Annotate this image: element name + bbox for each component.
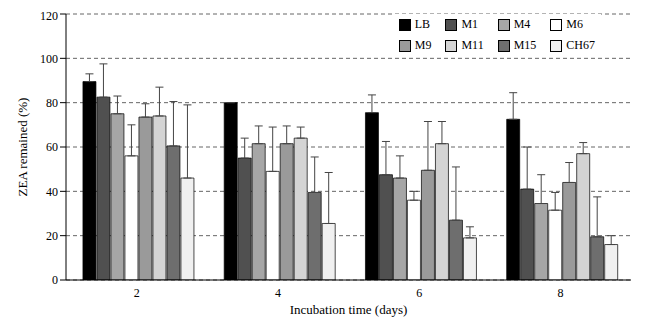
svg-text:60: 60 — [46, 140, 58, 154]
svg-text:20: 20 — [46, 229, 58, 243]
html-text:LB: LB — [414, 17, 431, 31]
html-text:M15: M15 — [513, 38, 537, 52]
html-text:CH67: CH67 — [566, 38, 595, 52]
svg-text:0: 0 — [52, 273, 58, 287]
svg-text:40: 40 — [46, 185, 58, 199]
svg-text:6: 6 — [416, 286, 422, 300]
html-text:M9: M9 — [414, 38, 432, 52]
svg-text:8: 8 — [557, 286, 563, 300]
svg-text:2: 2 — [134, 286, 140, 300]
svg-text:120: 120 — [40, 9, 58, 23]
svg-text:Incubation time (days): Incubation time (days) — [290, 302, 408, 317]
html-text:M1: M1 — [461, 17, 479, 31]
svg-text:100: 100 — [40, 52, 58, 66]
html-text:M4: M4 — [513, 17, 531, 31]
html-text:M11: M11 — [461, 38, 484, 52]
html-text:M6: M6 — [566, 17, 583, 31]
svg-text:4: 4 — [275, 286, 281, 300]
svg-text:ZEA remained (%): ZEA remained (%) — [15, 98, 30, 197]
svg-text:80: 80 — [46, 96, 58, 110]
